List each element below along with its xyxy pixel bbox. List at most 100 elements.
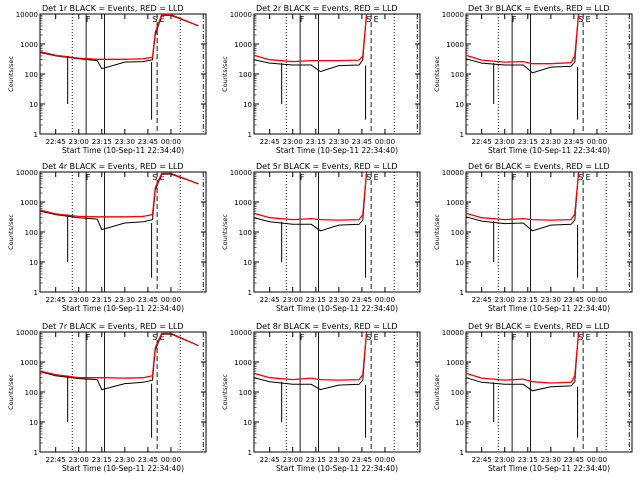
marker-f: F: [300, 333, 305, 342]
x-tick-label: 22:45: [472, 456, 492, 464]
y-tick-label: 10: [455, 101, 464, 109]
x-tick-label: 23:15: [518, 296, 538, 304]
series-lld: [465, 332, 580, 384]
y-tick-label: 10000: [230, 169, 252, 177]
y-tick-label: 1000: [446, 199, 464, 207]
x-tick-label: 23:45: [564, 296, 584, 304]
y-axis-label: Counts/sec: [221, 374, 229, 410]
panel-det-1r: Det 1r BLACK = Events, RED = LLD 1 10 100 10…: [7, 4, 207, 155]
y-tick-label: 10: [243, 419, 252, 427]
x-tick-label: 23:30: [115, 138, 135, 146]
x-tick-label: 23:00: [283, 296, 303, 304]
y-tick-label: 100: [451, 389, 464, 397]
x-tick-label: 22:45: [46, 138, 66, 146]
x-tick-label: 22:45: [472, 138, 492, 146]
y-tick-label: 1: [460, 449, 464, 457]
y-tick-label: 1000: [20, 359, 38, 367]
marker-e: E: [374, 15, 379, 24]
x-axis-label: Start Time (10-Sep-11 22:34:40): [488, 146, 610, 155]
x-tick-label: 23:30: [329, 456, 349, 464]
marker-e: E: [160, 173, 165, 182]
x-tick-label: 22:45: [260, 138, 280, 146]
marker-f: F: [86, 333, 91, 342]
y-tick-label: 1000: [234, 199, 252, 207]
series-lld: [465, 14, 580, 65]
y-axis-label: Counts/sec: [7, 56, 15, 92]
marker-e: E: [160, 15, 165, 24]
x-tick-label: 23:45: [352, 296, 372, 304]
y-axis-label: Counts/sec: [221, 56, 229, 92]
marker-f: F: [512, 333, 517, 342]
x-axis-label: Start Time (10-Sep-11 22:34:40): [276, 304, 398, 313]
x-axis-label: Start Time (10-Sep-11 22:34:40): [62, 146, 184, 155]
x-tick-label: 23:30: [541, 456, 561, 464]
y-tick-label: 100: [25, 389, 38, 397]
x-tick-label: 00:00: [161, 296, 181, 304]
x-axis-label: Start Time (10-Sep-11 22:34:40): [62, 464, 184, 473]
x-axis-label: Start Time (10-Sep-11 22:34:40): [276, 464, 398, 473]
x-tick-label: 23:00: [495, 296, 515, 304]
y-tick-label: 1000: [446, 359, 464, 367]
x-tick-label: 23:15: [92, 296, 112, 304]
x-tick-label: 23:00: [69, 138, 89, 146]
x-tick-label: 23:30: [541, 138, 561, 146]
marker-s: S: [152, 333, 157, 342]
y-tick-label: 10: [243, 101, 252, 109]
panel-title: Det 8r BLACK = Events, RED = LLD: [256, 322, 398, 331]
series-lld: [39, 172, 199, 218]
y-axis-label: Counts/sec: [7, 374, 15, 410]
x-tick-label: 23:15: [306, 456, 326, 464]
x-tick-label: 23:15: [92, 456, 112, 464]
y-tick-label: 100: [239, 229, 252, 237]
y-tick-label: 10000: [16, 169, 38, 177]
y-tick-label: 1: [248, 131, 252, 139]
panel-title: Det 4r BLACK = Events, RED = LLD: [42, 162, 184, 171]
x-tick-label: 23:45: [352, 138, 372, 146]
x-tick-label: 00:00: [161, 456, 181, 464]
plot-frame: [39, 331, 207, 453]
series-lld: [39, 14, 199, 60]
plot-frame: [253, 171, 421, 293]
plot-frame: [465, 13, 633, 135]
marker-s: S: [152, 173, 157, 182]
marker-f: F: [300, 15, 305, 24]
marker-s: S: [366, 173, 371, 182]
panel-title: Det 7r BLACK = Events, RED = LLD: [42, 322, 184, 331]
panel-det-5r: Det 5r BLACK = Events, RED = LLD 1 10 100 10…: [221, 162, 421, 313]
panel-title: Det 1r BLACK = Events, RED = LLD: [42, 4, 184, 13]
x-tick-label: 22:45: [46, 456, 66, 464]
y-tick-label: 10000: [230, 11, 252, 19]
panel-title: Det 2r BLACK = Events, RED = LLD: [256, 4, 398, 13]
series-events: [465, 332, 579, 392]
plot-frame: [39, 171, 207, 293]
series-lld: [253, 172, 368, 221]
y-tick-label: 10: [243, 259, 252, 267]
y-axis-label: Counts/sec: [221, 214, 229, 250]
panel-det-2r: Det 2r BLACK = Events, RED = LLD 1 10 100 10…: [221, 4, 421, 155]
y-tick-label: 100: [239, 389, 252, 397]
x-tick-label: 23:30: [115, 296, 135, 304]
panel-det-7r: Det 7r BLACK = Events, RED = LLD 1 10 100 10…: [7, 322, 207, 473]
x-tick-label: 22:45: [260, 456, 280, 464]
y-tick-label: 10000: [16, 329, 38, 337]
y-tick-label: 1: [34, 449, 38, 457]
y-tick-label: 10000: [442, 169, 464, 177]
x-tick-label: 00:00: [161, 138, 181, 146]
marker-e: E: [374, 173, 379, 182]
x-tick-label: 23:45: [564, 138, 584, 146]
panel-title: Det 3r BLACK = Events, RED = LLD: [468, 4, 610, 13]
y-tick-label: 100: [25, 71, 38, 79]
y-tick-label: 10000: [16, 11, 38, 19]
y-tick-label: 10: [455, 259, 464, 267]
y-tick-label: 1: [34, 131, 38, 139]
y-tick-label: 1: [460, 131, 464, 139]
x-tick-label: 00:00: [587, 138, 607, 146]
marker-f: F: [300, 173, 305, 182]
marker-e: E: [374, 333, 379, 342]
y-axis-label: Counts/sec: [7, 214, 15, 250]
panel-det-4r: Det 4r BLACK = Events, RED = LLD 1 10 100 10…: [7, 162, 207, 313]
marker-s: S: [366, 15, 371, 24]
y-tick-label: 1000: [234, 41, 252, 49]
x-tick-label: 23:00: [283, 456, 303, 464]
